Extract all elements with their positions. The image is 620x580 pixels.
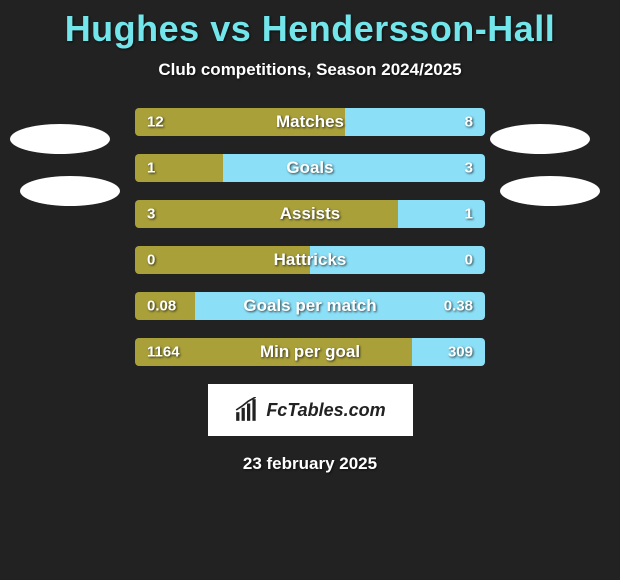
player-ellipse [500, 176, 600, 206]
stat-label: Min per goal [260, 342, 360, 362]
value-left: 1 [147, 160, 155, 177]
stat-row: 3 1 Assists [18, 200, 602, 228]
stat-label: Goals per match [243, 296, 376, 316]
page-title: Hughes vs Hendersson-Hall [0, 0, 620, 50]
value-left: 1164 [147, 344, 180, 361]
bar-left [135, 200, 398, 228]
stat-row: 0.08 0.38 Goals per match [18, 292, 602, 320]
bar-right [223, 154, 486, 182]
stat-row: 1164 309 Min per goal [18, 338, 602, 366]
value-right: 8 [465, 114, 473, 131]
bar-container: 1164 309 Min per goal [135, 338, 485, 366]
value-right: 0 [465, 252, 473, 269]
bar-container: 0.08 0.38 Goals per match [135, 292, 485, 320]
footer-date: 23 february 2025 [0, 454, 620, 474]
value-left: 12 [147, 114, 164, 131]
logo-text: FcTables.com [266, 400, 385, 421]
bar-container: 1 3 Goals [135, 154, 485, 182]
value-left: 0 [147, 252, 155, 269]
stat-label: Matches [276, 112, 344, 132]
bar-container: 3 1 Assists [135, 200, 485, 228]
value-right: 1 [465, 206, 473, 223]
logo-box: FcTables.com [208, 384, 413, 436]
subtitle: Club competitions, Season 2024/2025 [0, 60, 620, 80]
value-right: 309 [448, 344, 473, 361]
stat-label: Assists [280, 204, 340, 224]
stat-row: 1 3 Goals [18, 154, 602, 182]
stat-label: Goals [286, 158, 333, 178]
bar-container: 0 0 Hattricks [135, 246, 485, 274]
stat-row: 0 0 Hattricks [18, 246, 602, 274]
chart-icon [234, 397, 260, 423]
value-right: 0.38 [444, 298, 473, 315]
value-left: 3 [147, 206, 155, 223]
stat-label: Hattricks [274, 250, 347, 270]
player-ellipse [10, 124, 110, 154]
player-ellipse [20, 176, 120, 206]
player-ellipse [490, 124, 590, 154]
value-right: 3 [465, 160, 473, 177]
value-left: 0.08 [147, 298, 176, 315]
bar-container: 12 8 Matches [135, 108, 485, 136]
